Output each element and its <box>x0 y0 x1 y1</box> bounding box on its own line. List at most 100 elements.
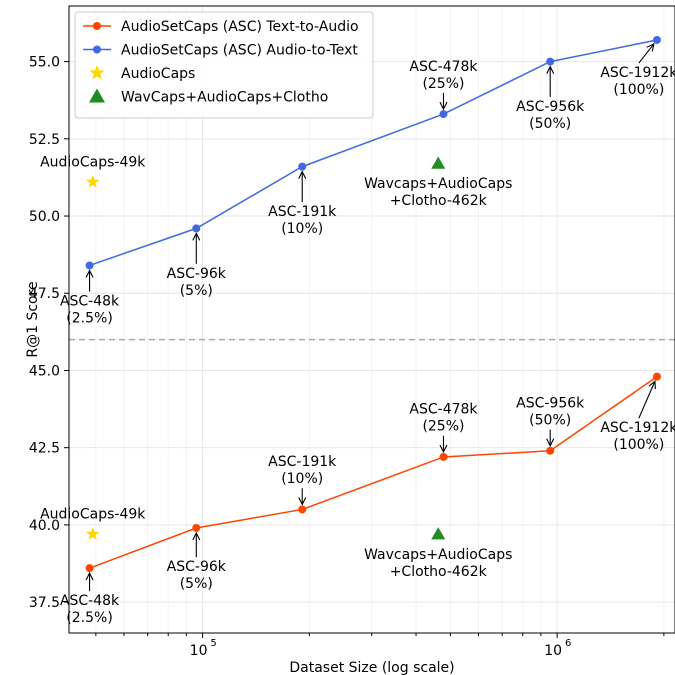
y-tick-label: 45.0 <box>29 363 60 379</box>
annotation-line: ASC-191k <box>268 204 337 220</box>
annotation-line: ASC-1912k <box>600 65 675 81</box>
data-point <box>439 452 448 461</box>
annotation-text: ASC-956k (50%) <box>516 99 585 132</box>
series-1 <box>85 35 661 270</box>
annotation-line: (10%) <box>281 471 323 487</box>
annotation-text: AudioCaps-49k <box>40 507 146 523</box>
annotation-line: (5%) <box>180 576 213 592</box>
annotation-text: ASC-1912k (100%) <box>600 65 675 98</box>
data-point <box>85 261 94 270</box>
annotation-text: ASC-48k (2.5%) <box>60 593 120 626</box>
annotation: Wavcaps+AudioCaps +Clotho-462k <box>364 547 512 580</box>
annotation-line: Wavcaps+AudioCaps <box>364 547 512 563</box>
annotation: Wavcaps+AudioCaps +Clotho-462k <box>364 176 512 209</box>
series-layer <box>85 35 661 573</box>
annotation-arrow <box>638 381 656 419</box>
data-point <box>192 523 201 532</box>
annotation: ASC-48k (2.5%) <box>60 269 120 327</box>
legend-label: WavCaps+AudioCaps+Clotho <box>121 90 328 106</box>
annotation-line: ASC-96k <box>167 559 227 575</box>
x-tick-exponent: 6 <box>565 638 571 649</box>
data-point <box>86 175 100 188</box>
legend-item: AudioCaps <box>89 65 195 82</box>
data-point <box>546 57 555 66</box>
annotation: ASC-956k (50%) <box>516 396 585 447</box>
series-line <box>89 39 658 267</box>
annotation-line: +Clotho-462k <box>390 564 488 580</box>
annotation-line: (50%) <box>529 413 571 429</box>
annotation-text: ASC-48k (2.5%) <box>60 294 120 327</box>
annotation-line: ASC-48k <box>60 593 120 609</box>
annotation-arrowhead <box>85 269 94 278</box>
annotation-text: ASC-96k (5%) <box>167 559 227 592</box>
legend-marker <box>89 65 105 80</box>
annotation-arrowhead <box>646 42 655 52</box>
series-2 <box>86 175 100 540</box>
annotation: ASC-478k (25%) <box>409 402 478 454</box>
annotation-arrowhead <box>439 101 448 111</box>
series-0 <box>85 372 661 573</box>
x-tick-label: 10 <box>544 643 562 659</box>
data-point <box>431 156 446 169</box>
annotation-line: ASC-956k <box>516 99 585 115</box>
data-point <box>431 527 446 540</box>
annotation-text: ASC-96k (5%) <box>167 266 227 299</box>
data-point <box>85 564 94 573</box>
annotation-line: (100%) <box>613 82 664 98</box>
annotation-line: (25%) <box>422 419 464 435</box>
annotation-line: ASC-478k <box>409 59 478 75</box>
axis-ticks: 37.540.042.545.047.550.052.555.010 5 10 6 <box>29 55 665 659</box>
annotation-text: AudioCaps-49k <box>40 155 146 171</box>
annotation-line: (2.5%) <box>66 311 113 327</box>
annotation: ASC-191k (10%) <box>268 170 337 237</box>
annotation-line: (25%) <box>422 76 464 92</box>
annotation-arrowhead <box>298 170 307 179</box>
legend-marker <box>93 22 101 30</box>
annotation-arrowhead <box>546 438 555 447</box>
legend-item: AudioSetCaps (ASC) Audio-to-Text <box>83 43 358 59</box>
y-tick-label: 50.0 <box>29 209 60 225</box>
annotation: AudioCaps-49k <box>40 155 146 171</box>
annotation: ASC-956k (50%) <box>516 65 585 132</box>
annotation-text: ASC-191k (10%) <box>268 454 337 487</box>
annotation-line: AudioCaps-49k <box>40 507 146 523</box>
y-tick-label: 40.0 <box>29 518 60 534</box>
data-point <box>439 110 448 119</box>
annotation-text: ASC-191k (10%) <box>268 204 337 237</box>
annotation-arrowhead <box>648 380 656 390</box>
y-tick-label: 42.5 <box>29 441 60 457</box>
legend-label: AudioSetCaps (ASC) Audio-to-Text <box>121 43 358 59</box>
x-tick-exponent: 5 <box>210 638 216 649</box>
annotation: ASC-191k (10%) <box>268 454 337 506</box>
annotation: ASC-1912k (100%) <box>600 380 675 453</box>
annotation-line: +Clotho-462k <box>390 193 488 209</box>
legend-item: WavCaps+AudioCaps+Clotho <box>89 88 328 106</box>
annotation-text: ASC-478k (25%) <box>409 59 478 92</box>
annotation-arrow <box>638 43 655 64</box>
annotation-line: ASC-478k <box>409 402 478 418</box>
annotation: AudioCaps-49k <box>40 507 146 523</box>
x-tick-label: 10 <box>190 643 208 659</box>
annotation-text: ASC-478k (25%) <box>409 402 478 435</box>
annotation-line: ASC-956k <box>516 396 585 412</box>
legend-box <box>74 11 374 119</box>
data-point <box>298 505 307 514</box>
y-tick-label: 55.0 <box>29 55 60 71</box>
annotation: ASC-1912k (100%) <box>600 42 675 98</box>
legend-label: AudioSetCaps (ASC) Text-to-Audio <box>121 19 359 35</box>
annotation: ASC-96k (5%) <box>167 531 227 592</box>
annotation-line: (10%) <box>281 221 323 237</box>
annotation: ASC-48k (2.5%) <box>60 571 120 626</box>
annotation-arrowhead <box>85 571 94 581</box>
annotation-arrowhead <box>192 232 201 241</box>
annotation-text: Wavcaps+AudioCaps +Clotho-462k <box>364 547 512 580</box>
annotation-text: ASC-1912k (100%) <box>600 420 675 453</box>
annotation-line: (100%) <box>613 437 664 453</box>
legend-marker <box>93 45 101 54</box>
data-point <box>652 372 661 381</box>
annotation-line: ASC-48k <box>60 294 120 310</box>
annotation-line: (5%) <box>180 283 213 299</box>
annotation-text: Wavcaps+AudioCaps +Clotho-462k <box>364 176 512 209</box>
annotation-arrowhead <box>546 65 555 74</box>
